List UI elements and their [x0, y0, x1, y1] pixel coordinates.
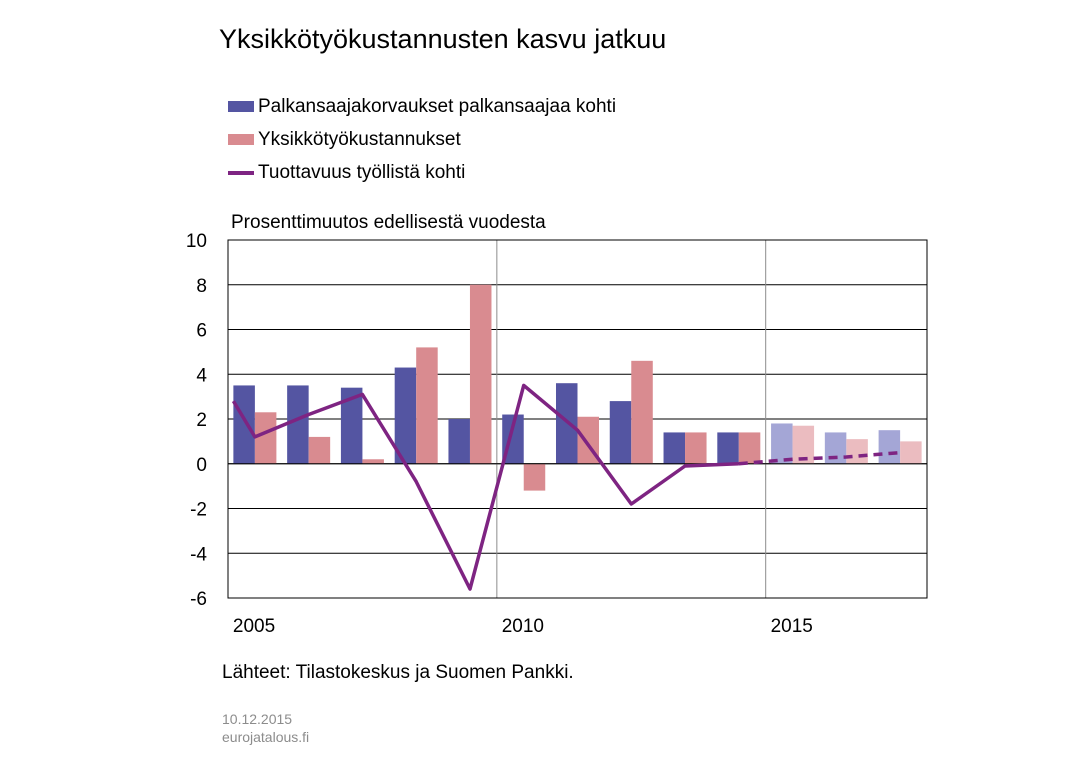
y-tick-label: 6: [196, 321, 207, 342]
bar-compensation: [448, 419, 470, 464]
legend-swatch-unit-labour-costs: [228, 134, 254, 145]
bar-compensation: [394, 367, 417, 464]
bar-unit-labour-costs: [362, 459, 384, 464]
bar-unit-labour-costs: [308, 436, 331, 464]
chart-title: Yksikkötyökustannusten kasvu jatkuu: [219, 24, 667, 54]
legend-item-compensation: Palkansaajakorvaukset palkansaajaa kohti: [228, 90, 616, 123]
bar-unit-labour-costs: [792, 425, 815, 464]
bar-compensation: [717, 432, 739, 464]
line-productivity-forecast: [738, 450, 901, 466]
legend-swatch-productivity: [228, 170, 254, 175]
legend-item-productivity: Tuottavuus työllistä kohti: [228, 156, 616, 189]
bar-compensation: [771, 423, 793, 464]
x-tick-label: 2015: [771, 616, 813, 637]
y-tick-label: 4: [196, 365, 207, 386]
bar-compensation: [233, 385, 255, 464]
bar-unit-labour-costs: [846, 439, 868, 464]
source-note: Lähteet: Tilastokeskus ja Suomen Pankki.: [222, 662, 574, 683]
y-tick-label: -2: [190, 500, 207, 521]
y-axis-unit-label: Prosenttimuutos edellisestä vuodesta: [231, 212, 546, 233]
bar-compensation: [340, 387, 363, 464]
x-tick-label: 2010: [502, 616, 544, 637]
bar-unit-labour-costs: [416, 347, 438, 464]
site-name: eurojatalous.fi: [222, 729, 310, 745]
bar-compensation: [878, 430, 901, 464]
bar-compensation: [824, 432, 847, 464]
bar-compensation: [287, 385, 309, 464]
bar-unit-labour-costs: [738, 432, 761, 464]
bar-unit-labour-costs: [900, 441, 922, 464]
y-tick-label: 0: [196, 455, 207, 476]
y-tick-label: 10: [186, 231, 207, 252]
legend: Palkansaajakorvaukset palkansaajaa kohti…: [228, 90, 616, 189]
line-productivity: [231, 383, 739, 591]
legend-label-productivity: Tuottavuus työllistä kohti: [258, 161, 466, 183]
bar-compensation: [663, 432, 686, 464]
publication-date: 10.12.2015: [222, 711, 293, 727]
y-tick-label: 2: [196, 410, 207, 431]
bar-unit-labour-costs: [685, 432, 707, 464]
legend-label-unit-labour-costs: Yksikkötyökustannukset: [258, 128, 461, 150]
legend-label-compensation: Palkansaajakorvaukset palkansaajaa kohti: [258, 95, 617, 117]
legend-item-unit-labour-costs: Yksikkötyökustannukset: [228, 123, 616, 156]
bar-unit-labour-costs: [523, 463, 546, 491]
plot-frame: [227, 239, 928, 599]
y-tick-label: -6: [190, 589, 207, 610]
y-tick-label: 8: [196, 276, 207, 297]
bar-unit-labour-costs: [254, 412, 277, 464]
legend-swatch-compensation: [228, 101, 254, 112]
y-tick-label: -4: [190, 544, 207, 565]
x-tick-label: 2005: [233, 616, 275, 637]
bar-compensation: [609, 401, 632, 464]
bar-unit-labour-costs: [469, 284, 492, 464]
bar-unit-labour-costs: [631, 360, 653, 464]
